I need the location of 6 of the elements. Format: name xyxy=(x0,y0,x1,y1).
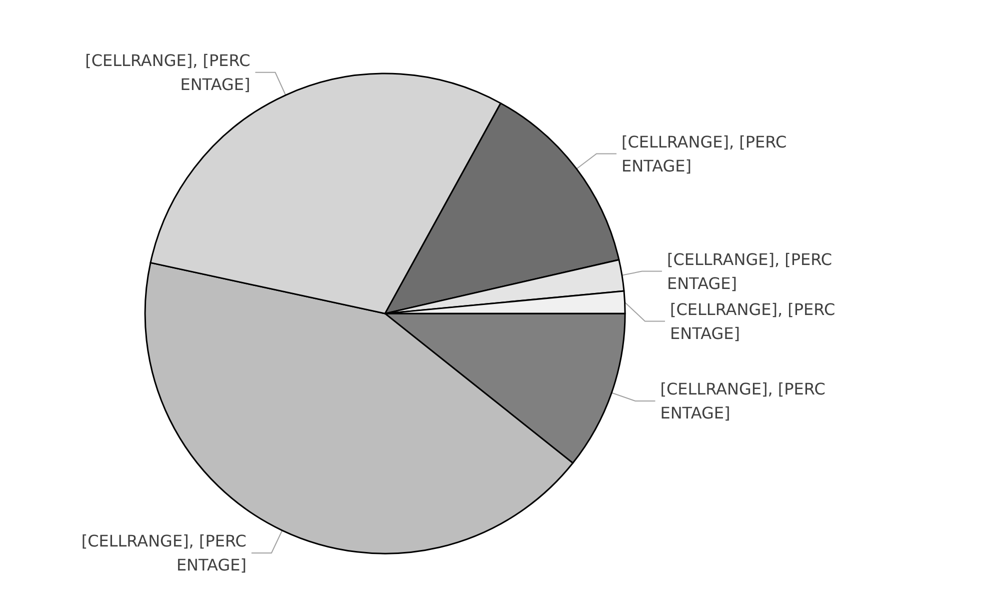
data-label: [CELLRANGE], [PERCENTAGE] xyxy=(670,300,836,343)
data-label: [CELLRANGE], [PERCENTAGE] xyxy=(621,132,787,176)
data-label: [CELLRANGE], [PERCENTAGE] xyxy=(85,50,250,94)
data-label: [CELLRANGE], [PERCENTAGE] xyxy=(660,379,826,422)
data-label: [CELLRANGE], [PERCENTAGE] xyxy=(666,250,832,293)
data-label: [CELLRANGE], [PERCENTAGE] xyxy=(81,531,246,574)
